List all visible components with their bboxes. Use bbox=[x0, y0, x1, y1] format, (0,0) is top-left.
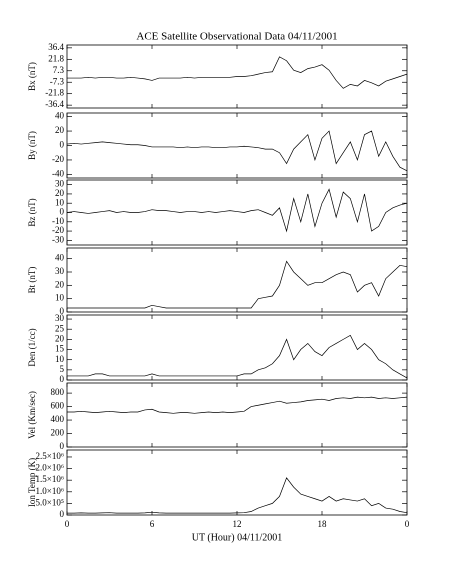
x-tick-label: 12 bbox=[233, 519, 242, 529]
y-tick-label: -30 bbox=[52, 234, 64, 244]
y-tick-label: 1.0×10⁶ bbox=[36, 486, 64, 496]
y-tick-label: -21.8 bbox=[45, 88, 64, 98]
y-tick-label: 30 bbox=[55, 266, 65, 276]
y-tick-label: 40 bbox=[55, 111, 65, 121]
x-tick-label: 0 bbox=[65, 519, 70, 529]
panel-frame bbox=[66, 314, 408, 381]
data-line bbox=[66, 188, 408, 233]
y-tick-label: -10 bbox=[52, 216, 64, 226]
y-tick-label: 25 bbox=[55, 323, 65, 333]
y-axis-label: Vel (Km/sec) bbox=[27, 391, 37, 439]
y-tick-label: 10 bbox=[55, 293, 65, 303]
panel-frame bbox=[66, 382, 408, 448]
y-tick-label: -20 bbox=[52, 225, 64, 235]
y-tick-label: 20 bbox=[55, 125, 65, 135]
y-tick-label: 800 bbox=[51, 387, 65, 397]
y-tick-label: 2.0×10⁶ bbox=[36, 463, 64, 473]
chart-title: ACE Satellite Observational Data 04/11/2… bbox=[136, 31, 337, 43]
y-tick-label: 7.3 bbox=[53, 65, 65, 75]
y-axis-label: Bx (nT) bbox=[27, 62, 37, 91]
y-tick-label: 20 bbox=[55, 188, 65, 198]
y-tick-label: 20 bbox=[55, 333, 65, 343]
y-tick-label: 0 bbox=[60, 374, 65, 384]
panel-frame bbox=[66, 247, 408, 313]
data-line bbox=[67, 260, 408, 309]
y-tick-label: 200 bbox=[51, 428, 65, 438]
y-tick-label: -7.3 bbox=[50, 76, 65, 86]
data-line bbox=[67, 396, 408, 414]
y-axis-label: By (nT) bbox=[27, 131, 37, 160]
y-tick-label: 30 bbox=[55, 179, 65, 189]
panel-frame bbox=[66, 449, 408, 516]
y-tick-label: 15 bbox=[55, 344, 65, 354]
y-tick-label: 20 bbox=[55, 279, 65, 289]
y-tick-label: 10 bbox=[55, 354, 65, 364]
y-axis-label: Den (1/cc) bbox=[27, 328, 37, 366]
y-tick-label: 1.5×10⁶ bbox=[36, 474, 64, 484]
y-tick-label: 30 bbox=[55, 313, 65, 323]
x-tick-label: 18 bbox=[318, 519, 328, 529]
data-line bbox=[67, 334, 408, 379]
y-tick-label: -20 bbox=[52, 154, 64, 164]
y-tick-label: 10 bbox=[55, 197, 65, 207]
data-line bbox=[66, 130, 408, 172]
panel-frame bbox=[66, 112, 408, 179]
y-axis-label: Ion Temp (K) bbox=[27, 458, 37, 507]
y-tick-label: 0 bbox=[60, 441, 65, 451]
y-tick-label: 0 bbox=[60, 306, 65, 316]
y-axis-label: Bz (nT) bbox=[27, 198, 37, 226]
y-tick-label: 5.0×10⁵ bbox=[36, 497, 64, 507]
data-line bbox=[67, 477, 408, 514]
data-line bbox=[67, 56, 408, 89]
y-tick-label: 40 bbox=[55, 253, 65, 263]
y-tick-label: 0 bbox=[60, 140, 65, 150]
y-tick-label: 36.4 bbox=[48, 42, 64, 52]
x-axis-label: UT (Hour) 04/11/2001 bbox=[192, 532, 283, 543]
x-tick-label: 6 bbox=[150, 519, 155, 529]
y-axis-label: Bt (nT) bbox=[27, 267, 37, 294]
y-tick-label: 21.8 bbox=[48, 53, 64, 63]
y-tick-label: 0 bbox=[60, 207, 65, 217]
x-tick-label: 0 bbox=[405, 519, 410, 529]
y-tick-label: 2.5×10⁶ bbox=[36, 451, 64, 461]
y-tick-label: 400 bbox=[51, 414, 65, 424]
y-tick-label: 600 bbox=[51, 401, 65, 411]
y-tick-label: -40 bbox=[52, 168, 64, 178]
y-tick-label: 0 bbox=[60, 509, 65, 519]
y-tick-label: 5 bbox=[60, 364, 65, 374]
y-tick-label: -36.4 bbox=[45, 99, 64, 109]
